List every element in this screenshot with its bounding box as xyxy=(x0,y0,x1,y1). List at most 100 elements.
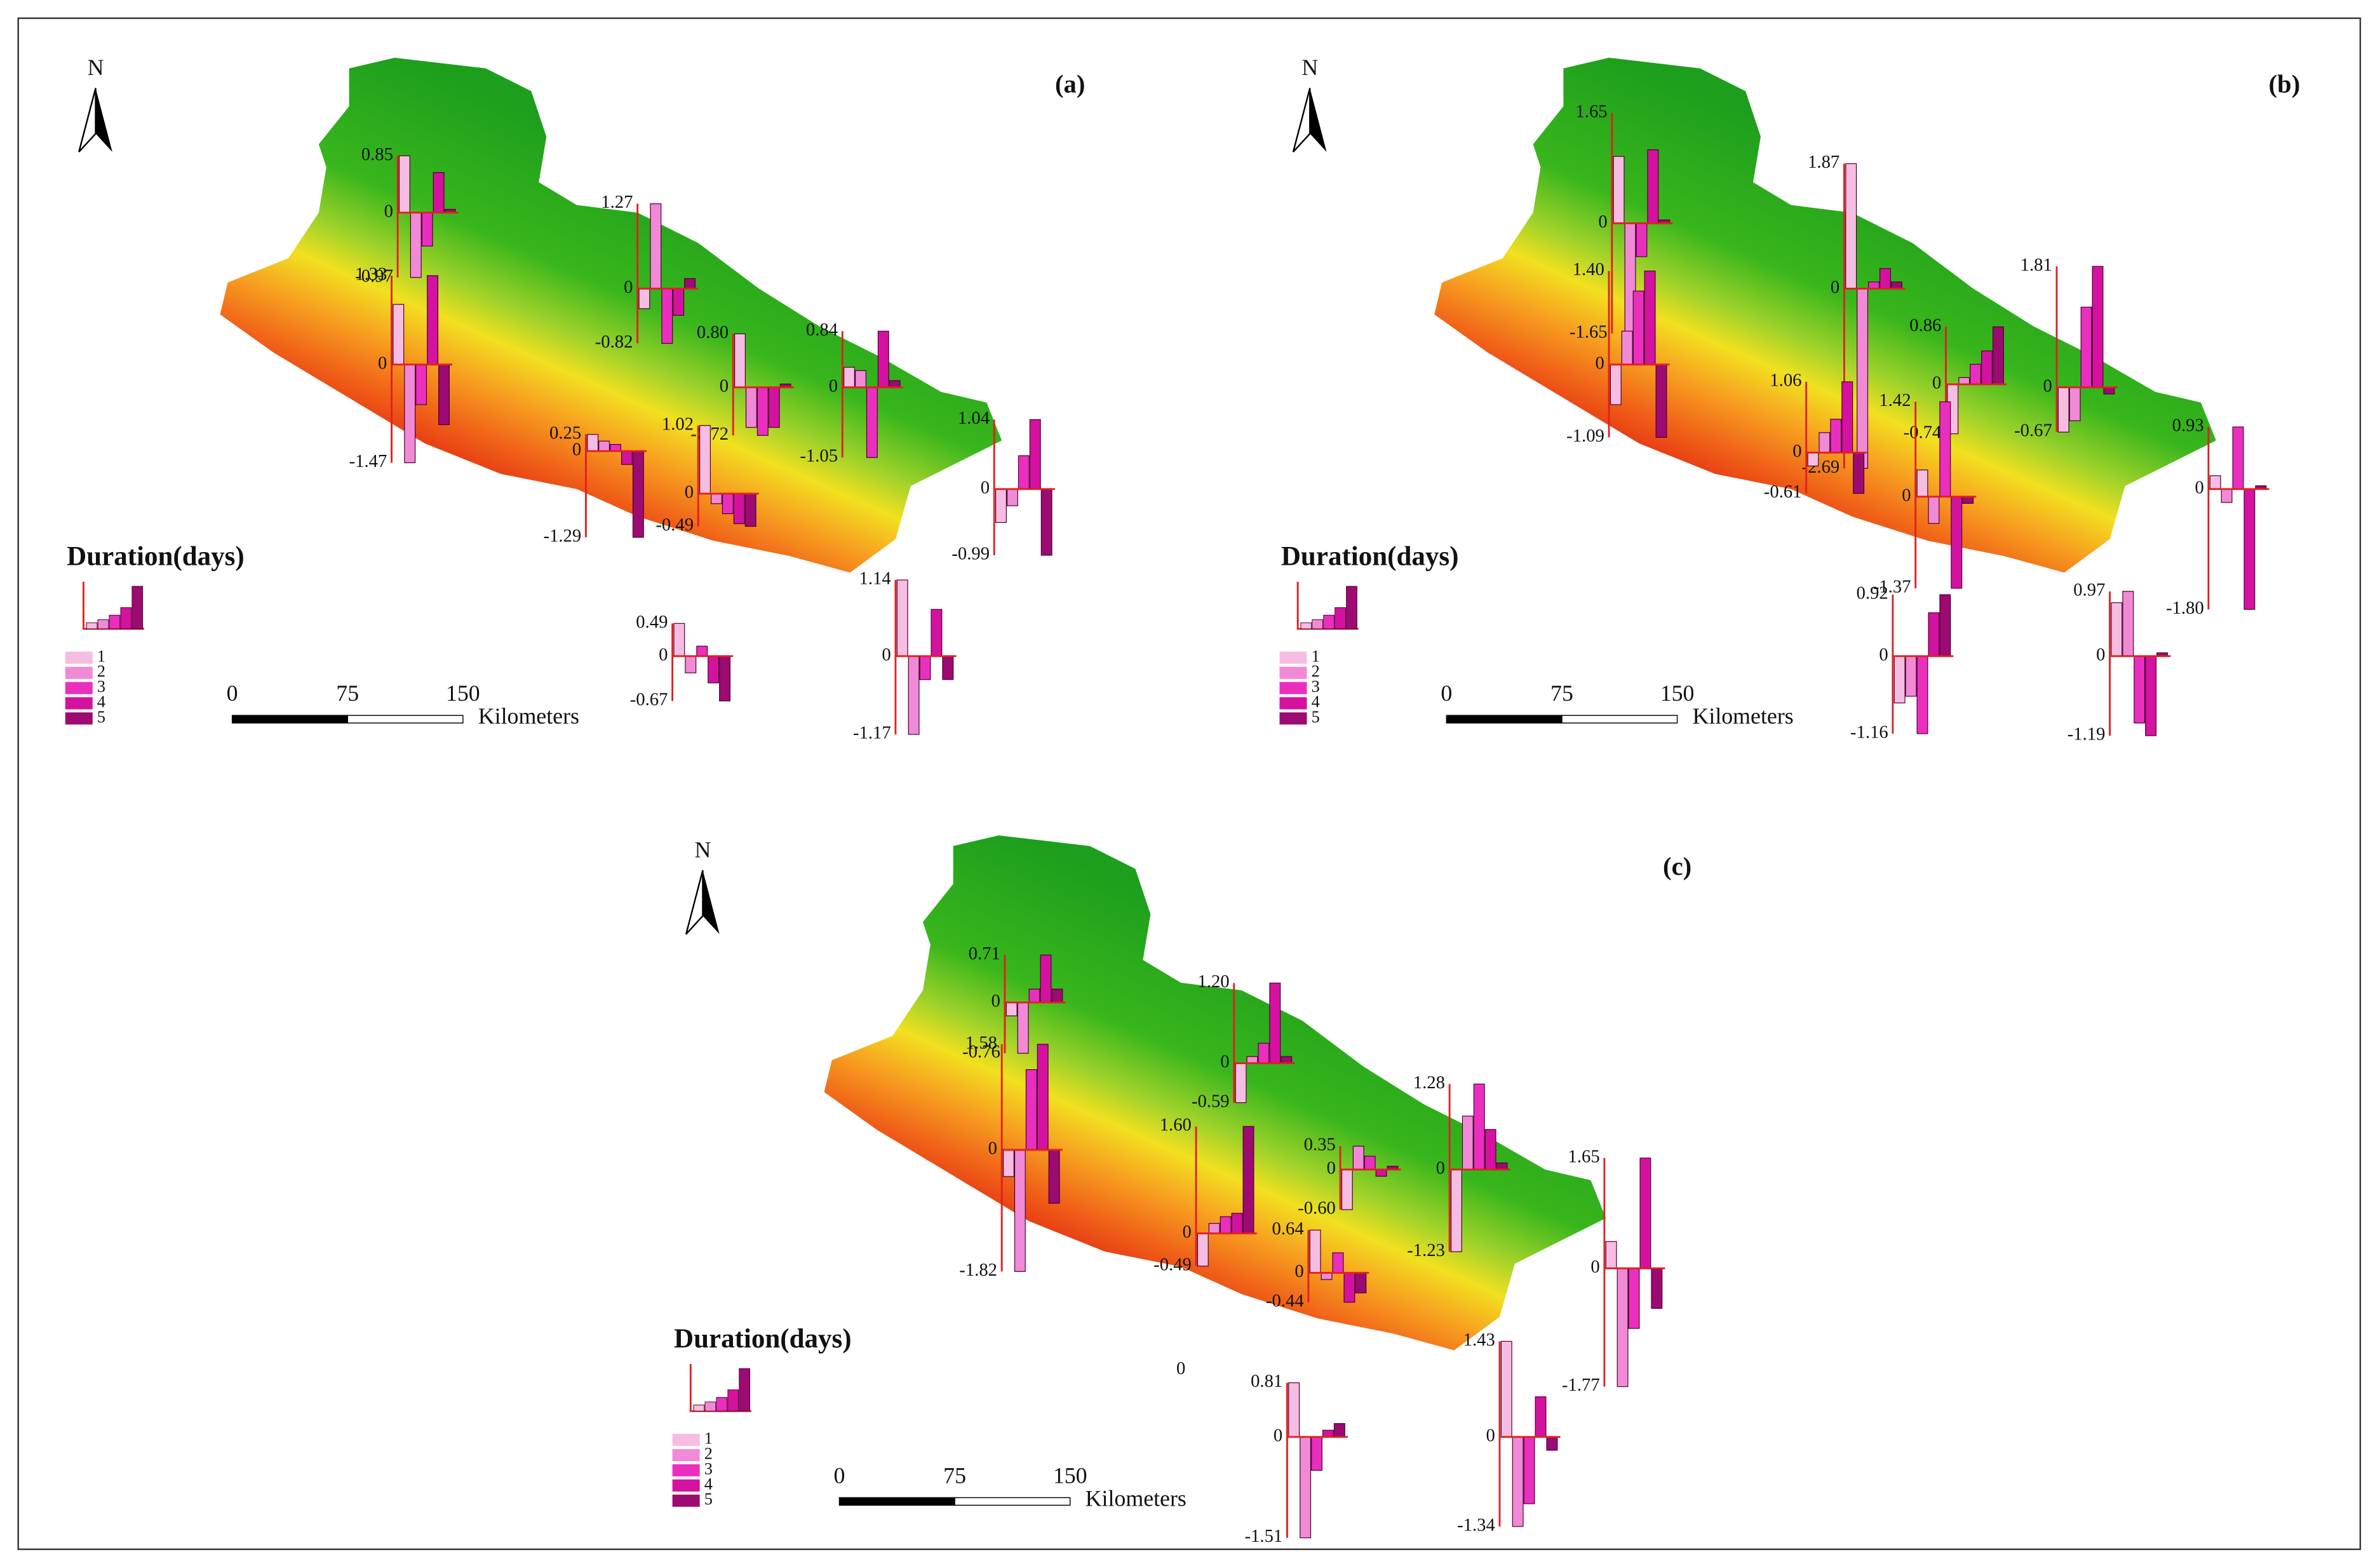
legend-swatch xyxy=(65,666,93,679)
station-tick-label: 1.81 xyxy=(2020,255,2052,275)
north-arrow xyxy=(703,870,720,935)
station-bar xyxy=(1375,1169,1387,1177)
station-bar xyxy=(1632,290,1644,365)
station-tick-label: 1.58 xyxy=(965,1032,997,1053)
legend-icon-bar xyxy=(1323,614,1335,630)
station-bar xyxy=(1246,1056,1258,1064)
station-bar xyxy=(1473,1083,1485,1170)
station-bar xyxy=(2103,387,2115,395)
legend-label: 3 xyxy=(704,1459,713,1478)
station-tick-label: 0.71 xyxy=(969,943,1000,964)
legend-label: 2 xyxy=(1312,662,1320,680)
station-bar xyxy=(734,333,746,388)
station-tick-label: -0.99 xyxy=(951,544,990,564)
station-bar xyxy=(1332,1252,1344,1274)
station-tick-label: 0.64 xyxy=(1272,1218,1304,1239)
legend-title: Duration(days) xyxy=(67,542,245,572)
station-tick-label: 0 xyxy=(624,277,633,297)
legend-label: 1 xyxy=(1312,647,1320,665)
map-a xyxy=(220,57,1002,573)
station-tick-label: 0 xyxy=(2043,375,2052,396)
station-bar xyxy=(745,387,757,428)
station-bar xyxy=(610,443,621,452)
station-bar xyxy=(1028,989,1040,1003)
station-bar xyxy=(1040,954,1052,1003)
station-tick-label: 0 xyxy=(1879,644,1888,665)
scale-unit: Kilometers xyxy=(1692,703,1793,729)
station-bar xyxy=(1644,270,1656,365)
station-bar xyxy=(1235,1063,1247,1104)
north-arrow xyxy=(1310,88,1327,152)
station-bar xyxy=(1546,1436,1558,1451)
station-bar xyxy=(1647,149,1659,224)
station-bar xyxy=(710,493,722,504)
station-bar xyxy=(673,288,685,316)
legend-label: 4 xyxy=(97,692,105,711)
legend-icon-bar xyxy=(716,1397,728,1412)
station-bar xyxy=(1006,489,1018,506)
station-tick-label: 0.25 xyxy=(549,422,581,443)
legend-label: 2 xyxy=(97,662,105,680)
station-tick-label: 1.65 xyxy=(1568,1146,1600,1166)
station-tick-label: 0 xyxy=(1183,1222,1192,1242)
panel-label: (c) xyxy=(1663,852,1691,881)
station-tick-label: -1.37 xyxy=(1873,577,1911,597)
legend-swatch xyxy=(672,1464,700,1476)
station-tick-label: 0 xyxy=(1327,1158,1336,1178)
station-tick-label: 0 xyxy=(685,482,694,503)
station-bar xyxy=(1029,419,1041,490)
station-bar xyxy=(1893,656,1906,704)
station-bar xyxy=(650,203,662,289)
station-bar xyxy=(942,656,954,680)
scale-segment xyxy=(1446,715,1563,724)
legend-icon-bar xyxy=(704,1401,716,1412)
station-tick-label: 1.40 xyxy=(1573,259,1604,280)
station-bar xyxy=(1242,1126,1254,1234)
station-tick-label: 0 xyxy=(659,644,668,665)
station-tick-label: 0.92 xyxy=(1857,583,1888,604)
station-tick-label: 0.35 xyxy=(1304,1135,1336,1155)
station-tick-label: -1.19 xyxy=(2067,724,2106,745)
scale-segment xyxy=(1561,715,1678,724)
station-bar xyxy=(2232,426,2244,490)
station-bar xyxy=(2209,475,2221,490)
station-tick-label: 0.81 xyxy=(1251,1371,1282,1391)
station-bar xyxy=(398,155,410,213)
station-tick-label: -1.47 xyxy=(349,451,387,471)
station-bar xyxy=(404,364,416,464)
station-bar xyxy=(1970,363,1982,385)
station-bar xyxy=(1807,452,1819,467)
station-bar xyxy=(1916,469,1928,497)
station-tick-label: 1.27 xyxy=(601,192,633,212)
station-tick-label: 1.65 xyxy=(1575,101,1607,121)
legend-icon-bar xyxy=(1346,586,1357,630)
station-bar xyxy=(1621,330,1633,365)
station-bar xyxy=(1613,156,1625,224)
station-tick-label: -1.34 xyxy=(1457,1515,1495,1535)
station-tick-label: 0.84 xyxy=(806,320,838,340)
station-tick-label: 0 xyxy=(991,991,1000,1011)
station-tick-label: 0.93 xyxy=(2172,415,2204,436)
panel-label: (a) xyxy=(1055,70,1085,98)
station-tick-label: 0.97 xyxy=(2073,579,2105,600)
legend-icon-bar xyxy=(1312,619,1324,630)
station-tick-label: -0.61 xyxy=(1764,482,1802,502)
station-tick-label: -1.77 xyxy=(1562,1375,1600,1395)
station-tick-label: 1.14 xyxy=(859,569,891,589)
station-tick-label: -1.09 xyxy=(1566,426,1604,446)
station-tick-label: -0.67 xyxy=(2014,421,2052,441)
station-bar xyxy=(756,387,769,436)
legend-label: 5 xyxy=(704,1490,713,1508)
legend-label: 3 xyxy=(1312,677,1320,696)
station-bar xyxy=(1868,281,1880,289)
station-tick-label: 1.20 xyxy=(1197,971,1229,992)
station-bar xyxy=(2057,387,2069,433)
station-bar xyxy=(854,370,866,388)
scale-tick-label: 0 xyxy=(227,680,238,706)
station-tick-label: 0 xyxy=(1596,353,1604,373)
station-bar xyxy=(1231,1213,1243,1234)
scale-segment xyxy=(838,1497,955,1506)
station-bar xyxy=(1258,1043,1270,1064)
scale-tick-label: 75 xyxy=(336,680,359,706)
legend-swatch xyxy=(672,1479,700,1492)
